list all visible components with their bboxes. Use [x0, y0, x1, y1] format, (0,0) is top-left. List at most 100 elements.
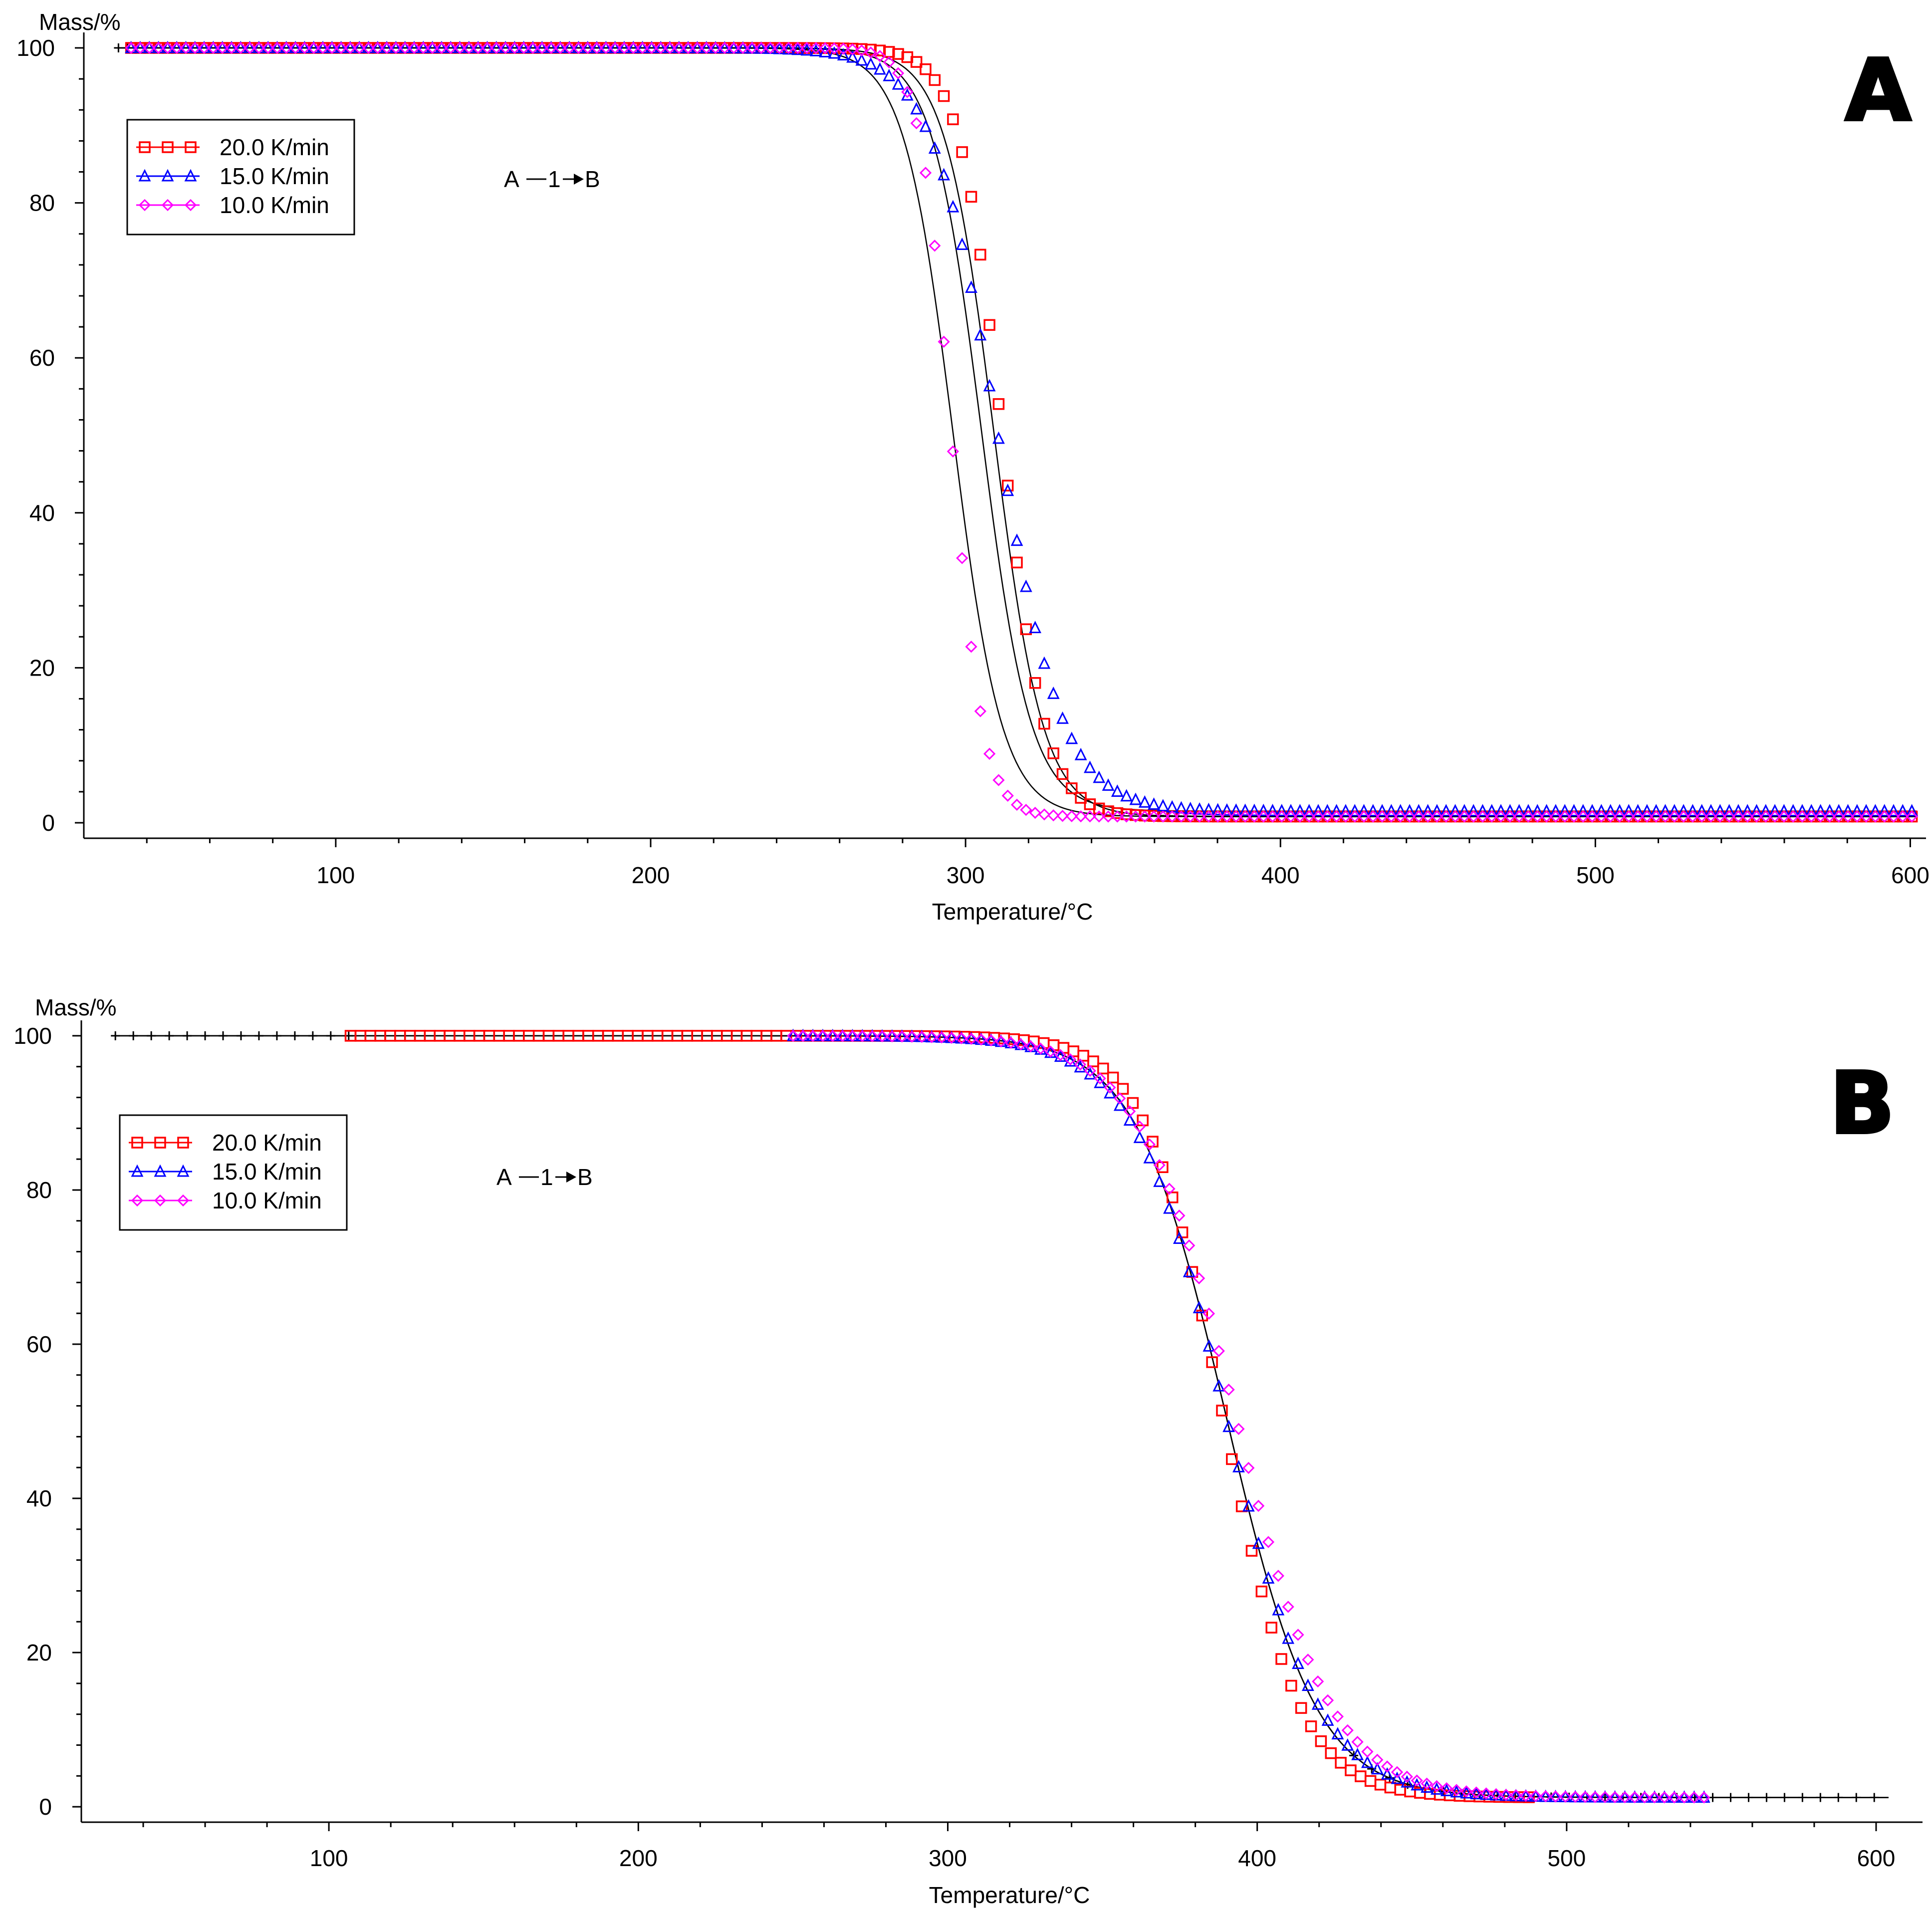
- data-point-square: [1127, 1097, 1139, 1109]
- data-point-triangle: [1381, 1767, 1394, 1780]
- data-point-diamond: [1257, 810, 1270, 823]
- data-point-diamond: [876, 1030, 889, 1042]
- data-point-diamond: [1732, 810, 1744, 823]
- legend-label: 20.0 K/min: [220, 134, 329, 160]
- data-point-triangle: [910, 102, 923, 115]
- data-point-diamond: [1248, 810, 1260, 823]
- data-point-square: [1038, 717, 1050, 730]
- data-point-diamond: [985, 1034, 997, 1047]
- data-point-diamond: [1470, 1786, 1482, 1799]
- data-point-diamond: [810, 42, 822, 54]
- data-point-triangle: [1331, 1727, 1344, 1740]
- data-point-triangle: [1513, 804, 1526, 817]
- y-tick-label: 80: [29, 190, 55, 216]
- data-point-diamond: [371, 41, 384, 54]
- data-point-diamond: [1203, 1307, 1215, 1320]
- reaction-step-label: 1: [540, 1164, 553, 1190]
- data-point-triangle: [1248, 803, 1261, 816]
- data-point-triangle: [1133, 1131, 1146, 1143]
- data-point-triangle: [1272, 1603, 1285, 1616]
- data-point-diamond: [819, 42, 831, 54]
- data-point-triangle: [1704, 804, 1717, 817]
- data-point-diamond: [1450, 1784, 1463, 1796]
- data-point-square: [1285, 1679, 1297, 1692]
- data-point-triangle: [1741, 804, 1754, 817]
- data-point-triangle: [855, 53, 868, 66]
- data-point-triangle: [1239, 803, 1251, 816]
- data-point-square: [1355, 1770, 1367, 1782]
- data-point-triangle: [992, 431, 1005, 444]
- data-point-diamond: [974, 705, 986, 717]
- data-point-diamond: [307, 41, 320, 54]
- data-point-diamond: [1558, 810, 1571, 823]
- data-point-diamond: [828, 42, 841, 55]
- data-point-diamond: [1906, 810, 1918, 823]
- data-point-triangle: [1138, 795, 1151, 808]
- data-point-diamond: [1500, 1789, 1512, 1801]
- data-point-diamond: [1623, 810, 1635, 823]
- data-point-diamond: [1212, 1345, 1225, 1357]
- data-point-diamond: [1609, 1791, 1621, 1804]
- x-tick-label: 300: [947, 862, 985, 888]
- data-point-diamond: [399, 41, 411, 54]
- data-point-diamond: [600, 41, 612, 54]
- fit-curve: [115, 1035, 1889, 1798]
- data-point-diamond: [673, 41, 685, 54]
- data-point-triangle: [1777, 804, 1790, 817]
- panel-label: A: [1845, 41, 1911, 140]
- data-point-triangle: [1367, 804, 1380, 817]
- data-point-triangle: [1361, 1755, 1374, 1768]
- data-point-triangle: [1262, 1571, 1275, 1584]
- data-point-diamond: [271, 41, 283, 54]
- fit-curves: [118, 47, 1917, 817]
- fit-plus-marker: [1816, 1793, 1825, 1802]
- data-point-diamond: [426, 41, 439, 54]
- data-point-triangle: [1391, 1771, 1404, 1784]
- data-point-diamond: [1367, 810, 1379, 823]
- legend: 20.0 K/min 15.0 K/min 10.0 K/min: [119, 1114, 348, 1231]
- data-point-diamond: [1659, 810, 1672, 823]
- data-point-diamond: [344, 41, 357, 54]
- data-point-diamond: [517, 41, 530, 54]
- data-point-triangle: [1202, 802, 1215, 815]
- data-point-triangle: [1832, 804, 1845, 817]
- data-point-diamond: [1480, 1787, 1492, 1800]
- fit-plus-marker: [114, 43, 123, 53]
- data-point-diamond: [910, 117, 923, 130]
- data-point-triangle: [1293, 804, 1306, 816]
- fit-plus-marker: [326, 1031, 335, 1040]
- data-point-diamond: [490, 41, 502, 54]
- data-point-diamond: [1650, 810, 1663, 823]
- data-point-diamond: [1351, 1736, 1364, 1748]
- data-point-diamond: [1431, 810, 1444, 823]
- fit-plus-marker: [1834, 1793, 1843, 1802]
- y-tick-label: 40: [29, 500, 55, 526]
- data-point-diamond: [235, 41, 247, 54]
- fit-plus-marker: [1762, 1793, 1771, 1802]
- data-point-diamond: [1787, 810, 1799, 823]
- fit-plus-marker: [237, 1031, 246, 1040]
- y-axis-title: Mass/%: [39, 9, 121, 35]
- data-point-diamond: [171, 41, 183, 54]
- data-point-diamond: [417, 41, 430, 54]
- data-point-triangle: [1303, 804, 1316, 817]
- data-point-triangle: [1467, 804, 1480, 817]
- data-point-diamond: [691, 41, 704, 54]
- data-point-diamond: [764, 41, 776, 54]
- data-point-diamond: [463, 41, 475, 54]
- data-point-square: [974, 248, 986, 261]
- data-point-triangle: [1257, 803, 1270, 816]
- data-point-diamond: [1020, 804, 1032, 816]
- data-point-diamond: [791, 42, 804, 54]
- data-point-diamond: [1796, 810, 1809, 823]
- data-point-diamond: [1759, 810, 1772, 823]
- data-point-diamond: [1124, 1105, 1136, 1118]
- data-point-triangle: [1074, 747, 1087, 760]
- data-point-diamond: [1242, 1461, 1255, 1474]
- data-point-triangle: [791, 42, 804, 55]
- data-point-diamond: [180, 41, 192, 54]
- data-point-diamond: [609, 41, 621, 54]
- data-point-diamond: [152, 41, 165, 54]
- data-point-diamond: [1129, 810, 1142, 823]
- x-tick-label: 400: [1238, 1845, 1276, 1871]
